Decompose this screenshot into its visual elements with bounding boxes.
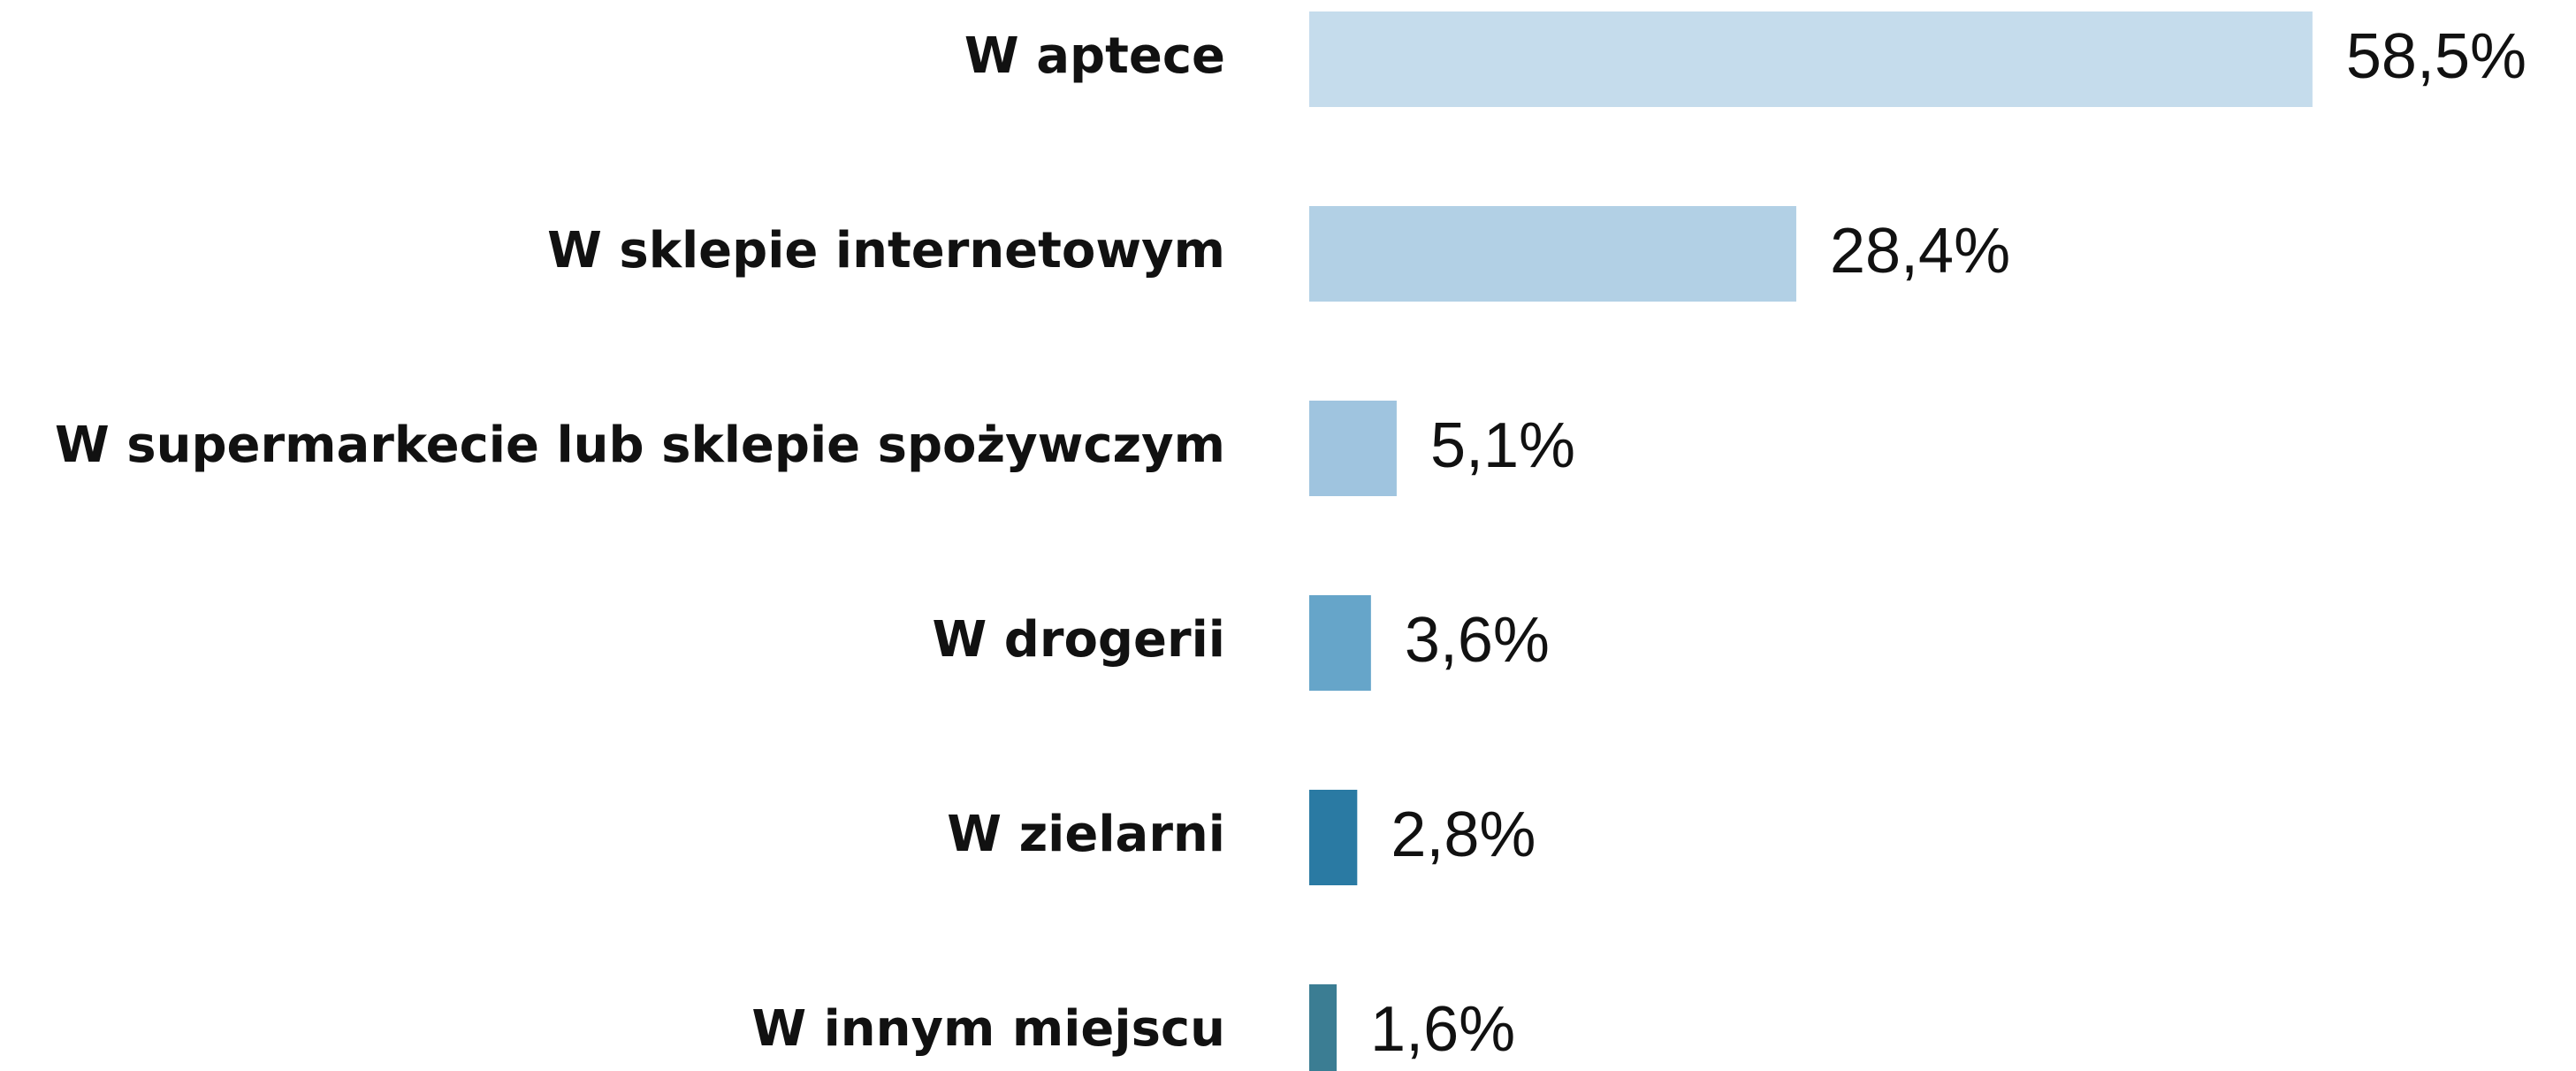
bar [1309,790,1358,885]
category-label: W zielarni [947,806,1225,863]
category-label: W sklepie internetowym [547,222,1225,279]
category-label: W aptece [964,27,1225,85]
value-label: 1,6% [1370,994,1515,1065]
bar [1309,984,1338,1071]
bar [1309,206,1796,302]
value-label: 3,6% [1405,605,1550,676]
value-label: 28,4% [1830,216,2010,287]
value-label: 5,1% [1430,410,1575,481]
value-label: 58,5% [2346,21,2526,92]
category-label: W innym miejscu [751,1000,1225,1058]
category-label: W drogerii [932,611,1225,669]
bar [1309,401,1397,496]
value-label: 2,8% [1391,799,1536,870]
bar [1309,595,1371,691]
category-label: W supermarkecie lub sklepie spożywczym [55,417,1225,474]
bar [1309,11,2313,107]
